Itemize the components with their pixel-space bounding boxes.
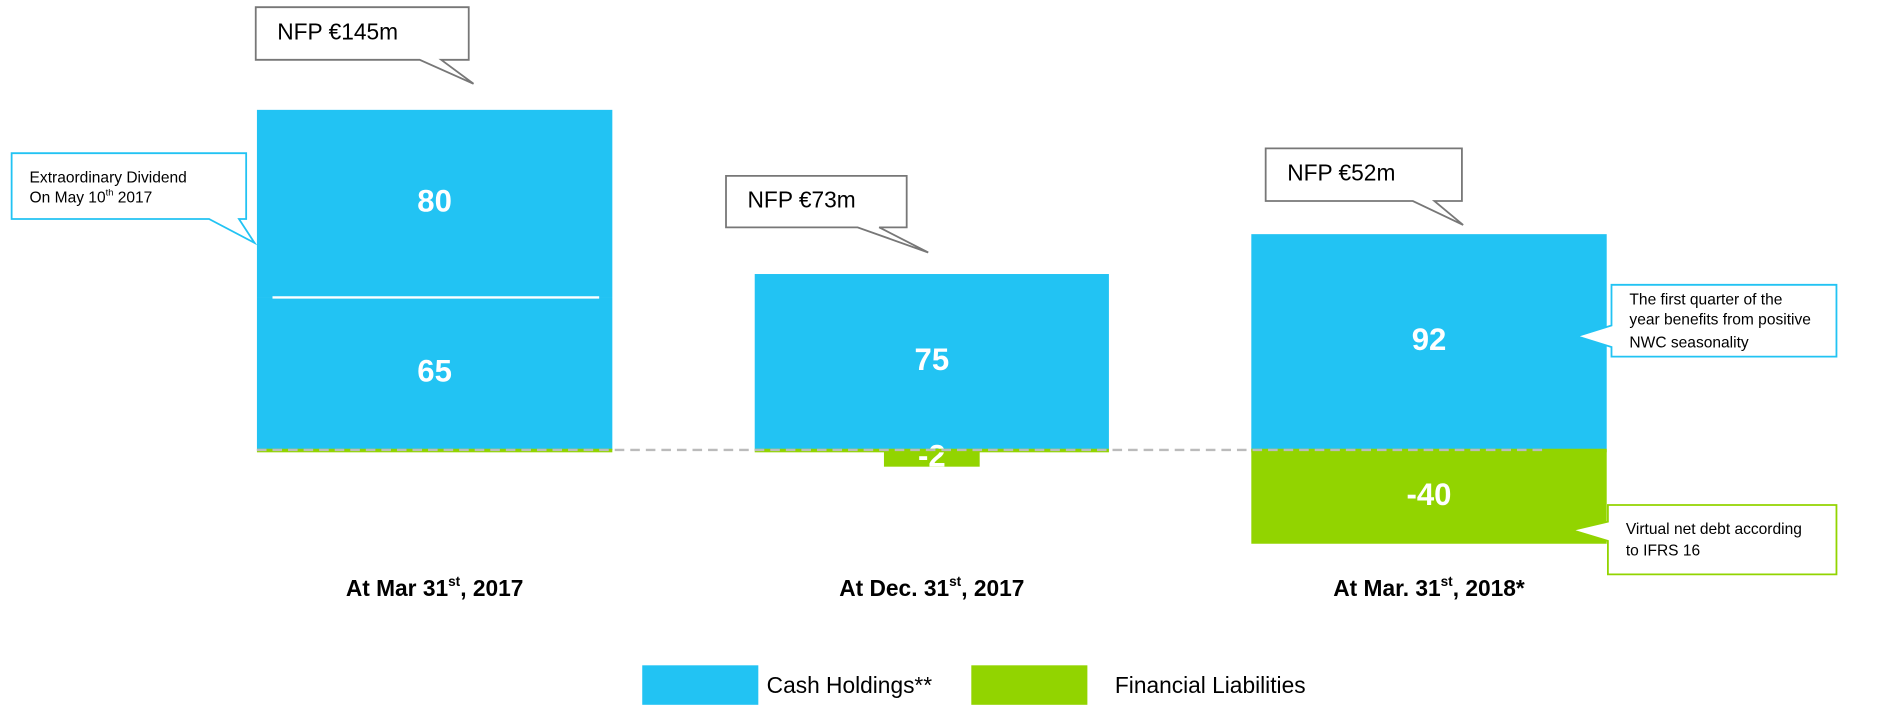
data-label: 65 — [417, 354, 452, 389]
bar-segment — [1251, 234, 1607, 450]
data-label: 80 — [417, 184, 452, 219]
callout-text: NFP €73m — [748, 187, 856, 213]
bar-segment — [256, 109, 613, 298]
callout-text: NFP €52m — [1287, 160, 1395, 186]
note-text: Virtual net debt according — [1626, 521, 1802, 538]
bar-segment — [754, 274, 1109, 450]
legend-label: Cash Holdings** — [767, 672, 933, 698]
legend-label: Financial Liabilities — [1115, 672, 1306, 698]
callout-box — [254, 6, 475, 85]
note-text: On May 10th 2017 — [30, 188, 153, 207]
callout-box — [1264, 147, 1464, 226]
data-label: -2 — [918, 439, 946, 474]
x-tick-label: At Dec. 31st, 2017 — [839, 574, 1024, 601]
callout-box — [725, 175, 929, 254]
note-box — [10, 152, 258, 246]
legend-swatch — [971, 665, 1088, 705]
data-label: -40 — [1407, 477, 1452, 512]
callout-text: NFP €145m — [277, 19, 398, 45]
note-text: NWC seasonality — [1629, 335, 1748, 352]
note-text: to IFRS 16 — [1626, 543, 1700, 560]
note-box — [1573, 283, 1838, 358]
note-box — [1568, 504, 1838, 576]
bar-segment — [1251, 449, 1607, 544]
x-tick-label: At Mar 31st, 2017 — [346, 574, 524, 601]
x-tick-label: At Mar. 31st, 2018* — [1333, 574, 1525, 601]
legend-swatch — [642, 665, 759, 705]
data-label: 75 — [915, 342, 950, 377]
data-label: 92 — [1412, 322, 1447, 357]
note-text: year benefits from positive — [1629, 312, 1810, 329]
bar-segment — [256, 297, 613, 450]
bar-segment — [883, 449, 980, 467]
note-text: Extraordinary Dividend — [30, 169, 187, 186]
note-text: The first quarter of the — [1629, 291, 1782, 308]
